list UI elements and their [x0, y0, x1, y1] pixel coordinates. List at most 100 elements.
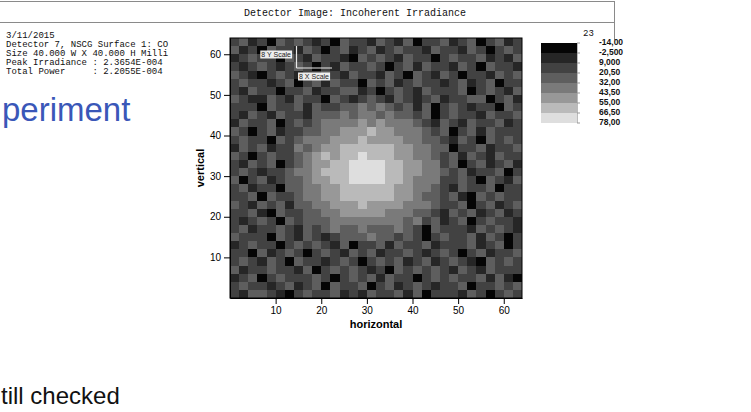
heat-cell — [413, 152, 423, 161]
heat-cell — [358, 152, 368, 161]
heat-cell — [431, 38, 441, 47]
heat-cell — [321, 54, 331, 63]
heat-cell — [303, 95, 313, 104]
colorbar-tick-label: -2,500 — [599, 47, 623, 57]
heat-cell — [294, 111, 304, 120]
heat-cell — [394, 111, 404, 120]
colorbar-tick — [577, 73, 580, 74]
heat-cell — [476, 79, 486, 88]
heat-cell — [257, 95, 267, 104]
heat-cell — [394, 95, 404, 104]
heat-cell — [495, 38, 505, 47]
heat-cell — [257, 71, 267, 80]
heat-cell — [276, 266, 286, 275]
heat-cell — [431, 103, 441, 112]
heat-cell — [476, 217, 486, 226]
heat-cell — [467, 95, 477, 104]
heat-cell — [330, 274, 340, 283]
heat-cell — [458, 152, 468, 161]
heat-cell — [239, 201, 249, 210]
heat-cell — [239, 103, 249, 112]
heat-cell — [321, 62, 331, 71]
heat-cell — [504, 233, 514, 242]
heat-cell — [340, 241, 350, 250]
heat-cell — [230, 209, 240, 218]
heat-cell — [349, 62, 359, 71]
heat-cell — [413, 136, 423, 145]
heat-cell — [486, 119, 496, 128]
heat-cell — [257, 160, 267, 169]
y-axis-title: vertical — [194, 149, 206, 188]
heat-cell — [486, 152, 496, 161]
heat-cell — [385, 176, 395, 185]
heat-cell — [349, 111, 359, 120]
heat-cell — [230, 201, 240, 210]
y-tick: 40 — [210, 130, 230, 141]
heat-cell — [513, 241, 522, 250]
heat-cell — [285, 217, 295, 226]
heat-cell — [248, 46, 258, 55]
heat-cell — [422, 71, 432, 80]
heat-cell — [458, 127, 468, 136]
heat-cell — [504, 111, 514, 120]
heat-cell — [385, 95, 395, 104]
heat-cell — [385, 152, 395, 161]
heat-cell — [285, 127, 295, 136]
heat-cell — [486, 111, 496, 120]
heat-cell — [431, 192, 441, 201]
heat-cell — [467, 62, 477, 71]
heat-cell — [513, 71, 522, 80]
heat-cell — [394, 87, 404, 96]
heat-cell — [431, 201, 441, 210]
x-tick: 40 — [407, 298, 419, 316]
heat-cell — [330, 201, 340, 210]
heat-cell — [431, 54, 441, 63]
heat-cell — [431, 241, 441, 250]
header-line: Total Power : 2.2055E-004 — [6, 67, 163, 77]
heat-cell — [476, 233, 486, 242]
heat-cell — [276, 257, 286, 266]
heat-cell — [504, 282, 514, 291]
heat-cell — [358, 127, 368, 136]
heat-cell — [440, 95, 450, 104]
heat-cell — [504, 95, 514, 104]
heat-cell — [312, 233, 322, 242]
y-tick-mark — [224, 217, 230, 218]
heat-cell — [513, 62, 522, 71]
heat-cell — [349, 176, 359, 185]
heat-cell — [230, 152, 240, 161]
heat-cell — [476, 38, 486, 47]
heat-cell — [458, 184, 468, 193]
heat-cell — [248, 152, 258, 161]
heat-cell — [403, 111, 413, 120]
heat-cell — [385, 136, 395, 145]
heat-cell — [248, 38, 258, 47]
heat-cell — [458, 217, 468, 226]
heat-cell — [449, 201, 459, 210]
heat-cell — [431, 290, 441, 298]
heat-cell — [431, 282, 441, 291]
heat-cell — [285, 282, 295, 291]
heat-cell — [403, 233, 413, 242]
heat-cell — [248, 168, 258, 177]
heat-cell — [504, 168, 514, 177]
heat-cell — [349, 168, 359, 177]
x-axis-title: horizontal — [350, 318, 403, 330]
heat-cell — [230, 274, 240, 283]
heat-cell — [303, 257, 313, 266]
heat-cell — [312, 103, 322, 112]
heat-cell — [422, 192, 432, 201]
heat-cell — [403, 87, 413, 96]
heat-cell — [467, 111, 477, 120]
heat-cell — [495, 274, 505, 283]
heat-cell — [385, 209, 395, 218]
heat-cell — [230, 62, 240, 71]
heat-cell — [394, 46, 404, 55]
heat-cell — [467, 168, 477, 177]
heat-cell — [267, 136, 277, 145]
heat-cell — [504, 103, 514, 112]
heat-cell — [367, 144, 377, 153]
heat-cell — [504, 257, 514, 266]
heat-cell — [458, 168, 468, 177]
heat-cell — [276, 241, 286, 250]
